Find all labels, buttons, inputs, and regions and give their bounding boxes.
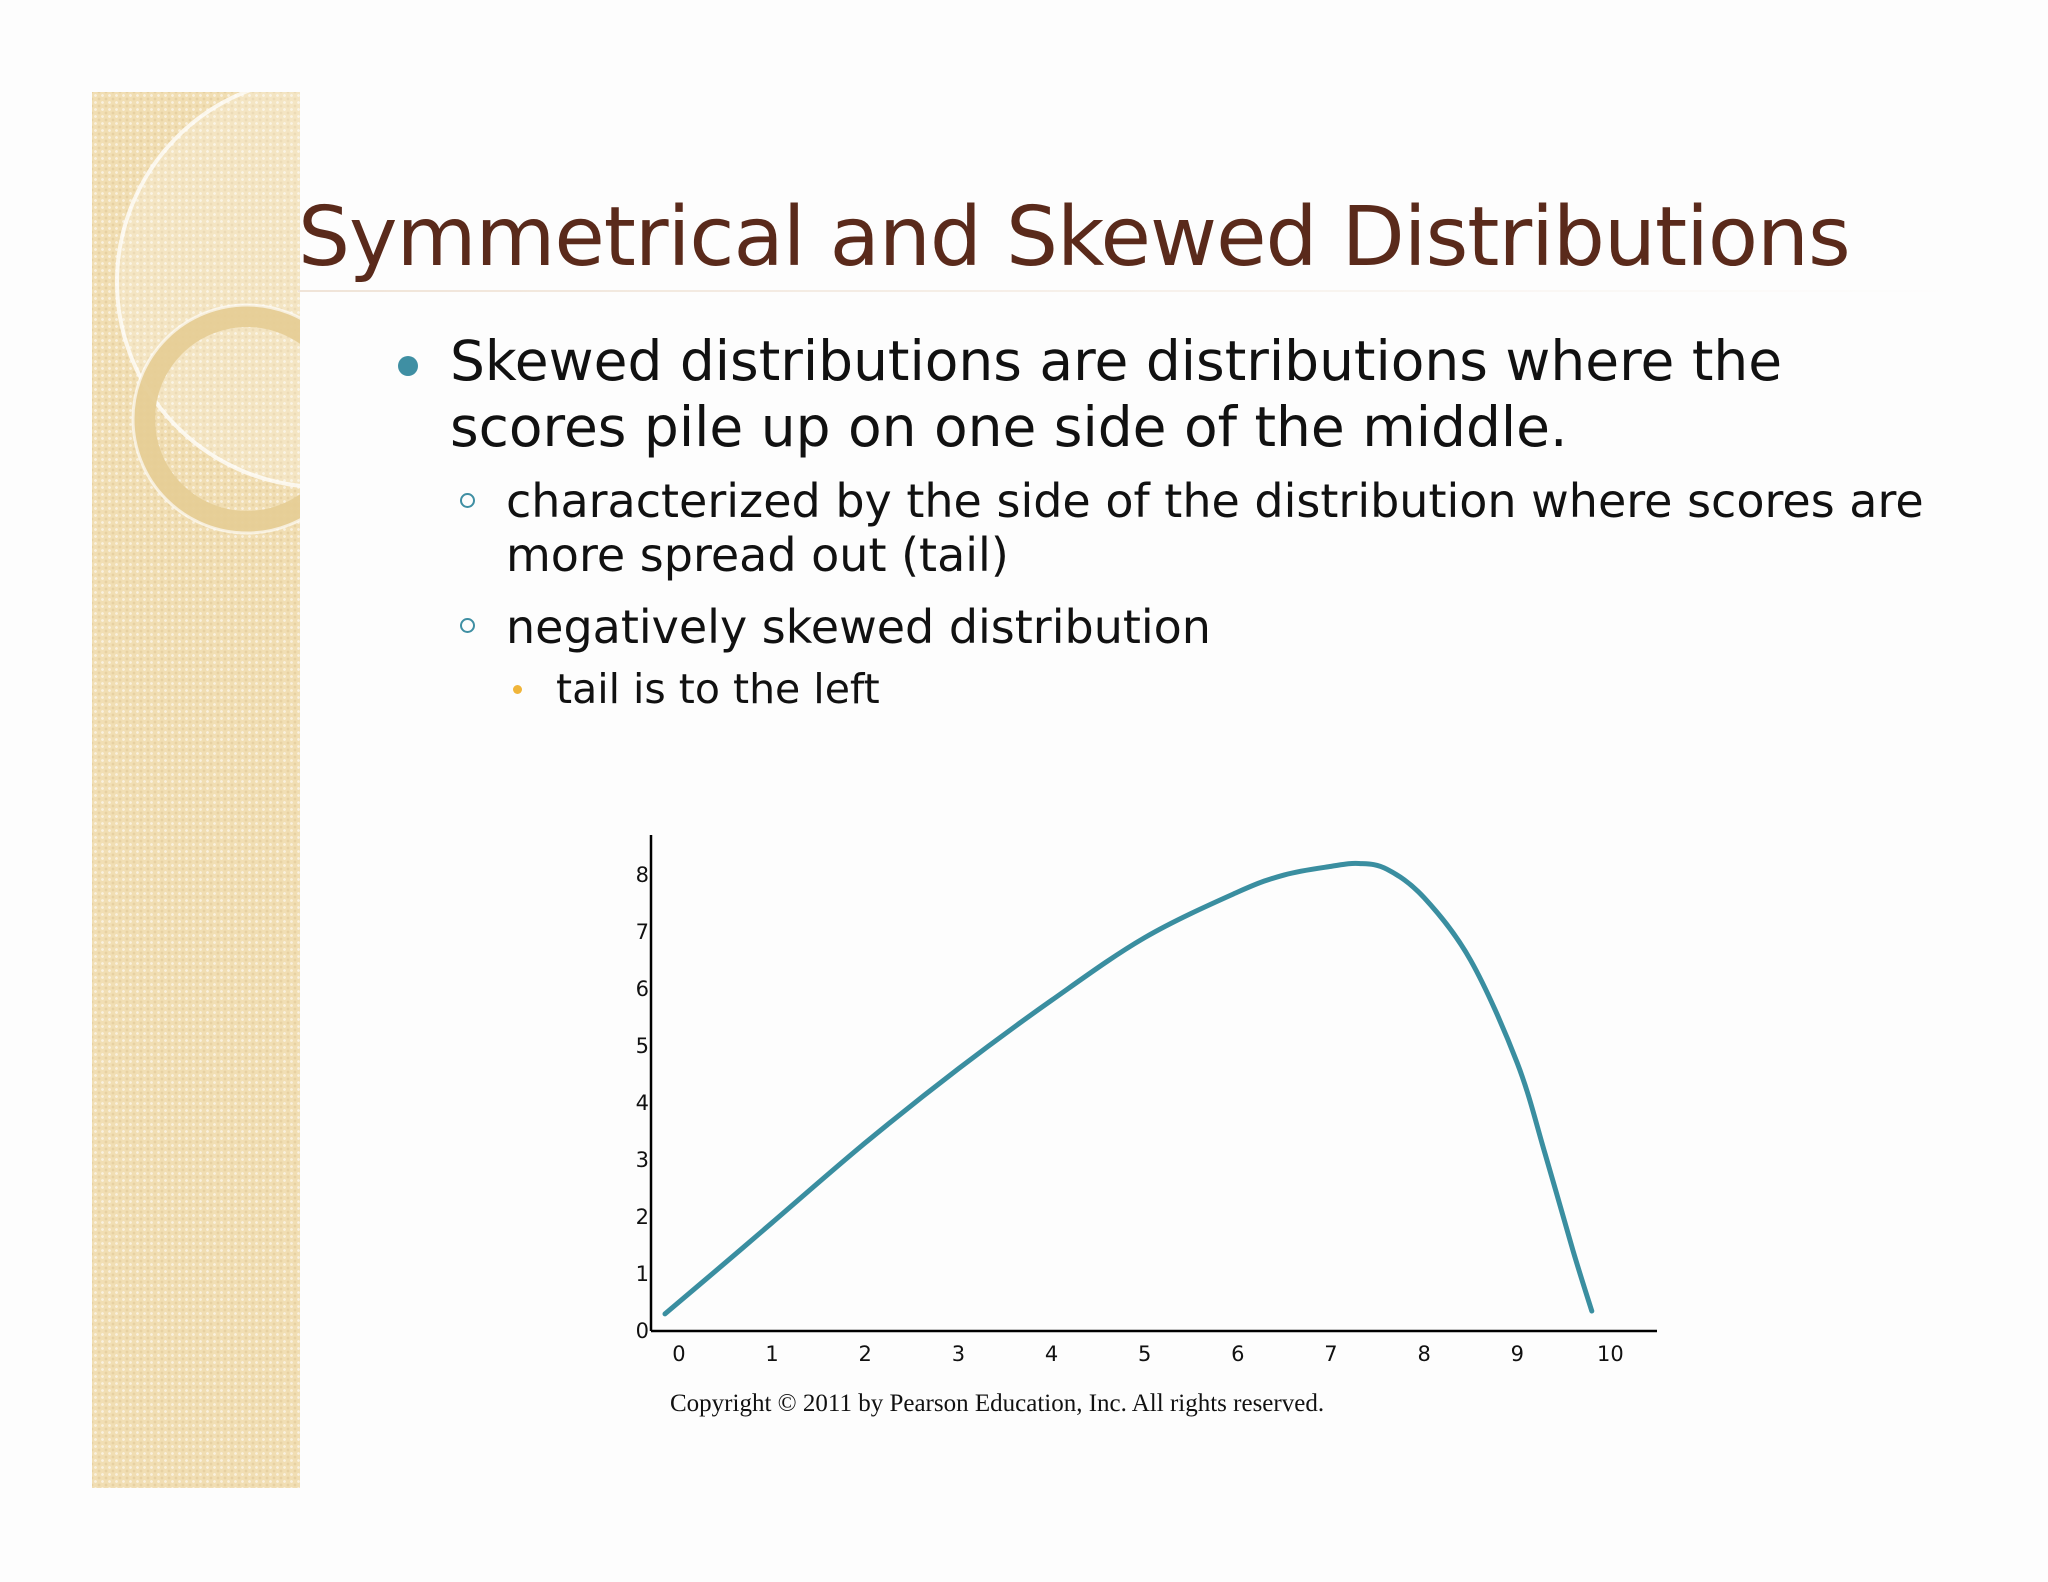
x-tick-label: 9 [1511,1342,1524,1366]
x-tick-label: 0 [672,1342,685,1366]
decorative-ring-large [115,92,300,488]
y-tick-label: 6 [636,977,649,1001]
decorative-side-band [92,92,300,1488]
y-tick-label: 0 [636,1319,649,1343]
x-tick-label: 6 [1231,1342,1244,1366]
decorative-ring-small [133,305,300,533]
x-tick-label: 7 [1324,1342,1337,1366]
sub-sub-bullet-text: tail is to the left [556,665,880,713]
title-divider [298,290,1958,292]
sub-bullet-ring-1 [460,493,475,508]
x-tick-label: 8 [1417,1342,1430,1366]
x-tick-label: 10 [1597,1342,1624,1366]
y-tick-label: 2 [636,1205,649,1229]
y-tick-label: 7 [636,920,649,944]
x-tick-label: 1 [765,1342,778,1366]
x-tick-label: 5 [1138,1342,1151,1366]
distribution-curve [662,860,1595,1317]
y-tick-label: 3 [636,1148,649,1172]
sub-sub-bullet-dot [513,685,522,694]
y-tick-label: 4 [636,1091,649,1115]
copyright-notice: Copyright © 2011 by Pearson Education, I… [670,1390,1325,1417]
x-tick-label: 4 [1045,1342,1058,1366]
y-tick-label: 8 [636,863,649,887]
y-tick-label: 1 [636,1262,649,1286]
sub-bullet-text-1: characterized by the side of the distrib… [506,474,1924,582]
y-tick-label: 5 [636,1034,649,1058]
bullet-dot [398,356,418,376]
x-tick-label: 3 [952,1342,965,1366]
decorative-ring-highlight [131,303,300,535]
decorative-rings [115,92,300,535]
bullet-main-text: Skewed distributions are distributions w… [450,329,1783,459]
sub-bullet-ring-2 [460,618,475,633]
x-tick-label: 2 [859,1342,872,1366]
slide-title: Symmetrical and Skewed Distributions [298,190,1851,285]
sub-bullet-text-2: negatively skewed distribution [506,600,1211,654]
skewed-distribution-chart: 0 1 2 3 4 5 6 7 8 9 10 0 1 2 3 4 5 6 7 8 [636,835,1657,1366]
